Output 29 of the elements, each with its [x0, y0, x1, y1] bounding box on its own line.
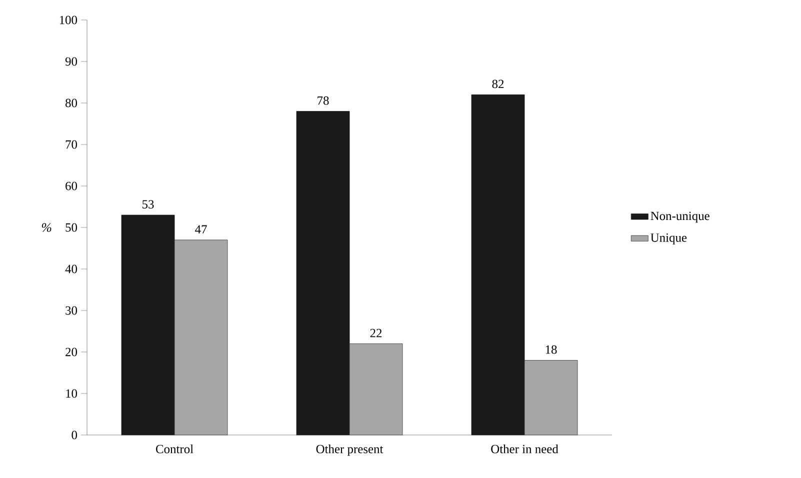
legend-label: Non-unique — [650, 212, 710, 223]
data-label: 53 — [142, 200, 154, 209]
data-label: 18 — [546, 345, 557, 354]
data-label: 22 — [370, 328, 382, 338]
y-tick-label: 90 — [65, 57, 78, 66]
y-tick-label: 0 — [72, 430, 78, 440]
y-tick-label: 40 — [65, 264, 78, 274]
y-tick-label: 60 — [66, 182, 78, 190]
bar — [524, 360, 578, 436]
y-tick-label: 10 — [66, 389, 78, 398]
legend-label: Unique — [650, 233, 687, 244]
y-tick-label: 70 — [66, 140, 78, 149]
data-label: 78 — [318, 96, 329, 105]
y-tick-label: 80 — [66, 98, 78, 108]
y-tick-label: 50 — [66, 223, 78, 232]
bar — [296, 111, 350, 436]
data-label: 82 — [492, 80, 504, 88]
x-tick-label: Control — [156, 444, 194, 454]
x-tick-label: Other present — [316, 444, 384, 456]
bar — [471, 94, 525, 436]
bar — [121, 214, 175, 436]
y-axis-title: % — [42, 223, 52, 232]
y-tick-label: 30 — [66, 306, 78, 315]
x-tick-label: Other in need — [491, 444, 558, 454]
bar — [174, 240, 228, 436]
y-tick-label: 20 — [66, 348, 78, 356]
y-tick-label: 100 — [60, 16, 78, 24]
data-label: 47 — [195, 225, 207, 234]
bar — [349, 343, 403, 436]
